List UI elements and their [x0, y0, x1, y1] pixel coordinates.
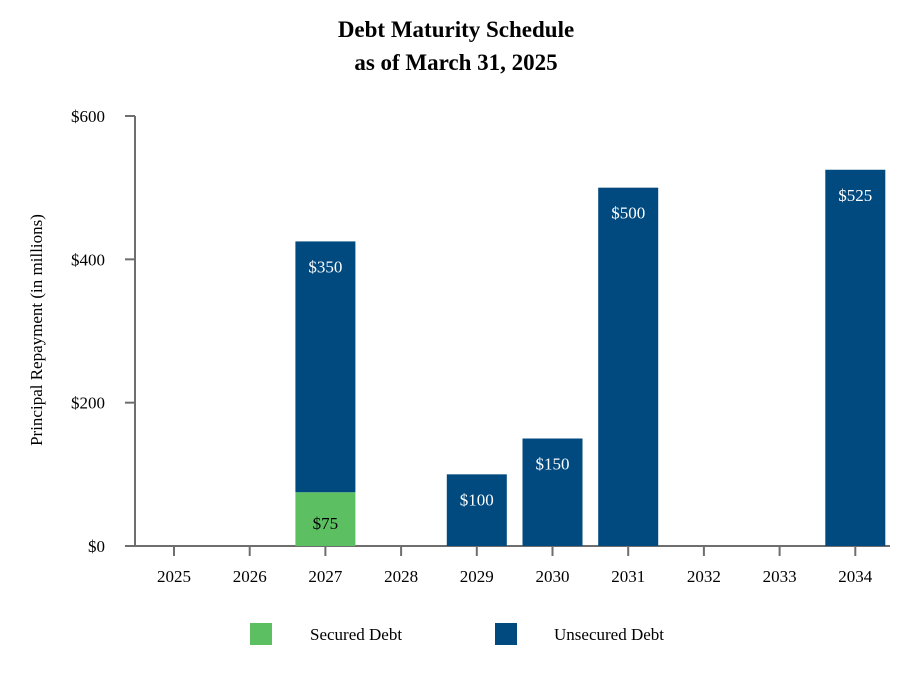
legend-label: Unsecured Debt [554, 625, 664, 644]
x-tick-label: 2031 [611, 567, 645, 586]
x-tick-label: 2033 [763, 567, 797, 586]
data-label: $75 [313, 514, 339, 533]
data-label: $150 [536, 455, 570, 474]
bar-unsecured-debt [295, 241, 356, 493]
x-tick-label: 2034 [838, 567, 873, 586]
data-label: $350 [308, 257, 342, 276]
legend-label: Secured Debt [310, 625, 402, 644]
bar-unsecured-debt [522, 438, 583, 546]
chart-subtitle: as of March 31, 2025 [354, 50, 557, 75]
bar-unsecured-debt [598, 187, 659, 546]
y-axis-label: Principal Repayment (in millions) [27, 214, 46, 446]
x-tick-label: 2027 [308, 567, 343, 586]
x-tick-label: 2032 [687, 567, 721, 586]
x-tick-label: 2029 [460, 567, 494, 586]
data-label: $525 [838, 186, 872, 205]
x-tick-label: 2030 [536, 567, 570, 586]
plot-area: $0 $200 $400 $600 2025 2026 2027 2028 2029 2030 20… [71, 107, 890, 586]
legend: Secured Debt Unsecured Debt [250, 623, 664, 645]
bar-secured-debt [295, 492, 356, 546]
y-tick-label: $0 [88, 537, 105, 556]
data-label: $100 [460, 490, 494, 509]
bar-unsecured-debt [446, 474, 507, 546]
y-tick-label: $400 [71, 250, 105, 269]
data-label: $500 [611, 204, 645, 223]
legend-swatch [250, 623, 272, 645]
bar-unsecured-debt [825, 169, 886, 546]
y-tick-label: $600 [71, 107, 105, 126]
y-tick-label: $200 [71, 394, 105, 413]
legend-swatch [495, 623, 517, 645]
x-tick-label: 2025 [157, 567, 191, 586]
x-tick-label: 2026 [233, 567, 267, 586]
x-tick-label: 2028 [384, 567, 418, 586]
chart-title: Debt Maturity Schedule [338, 17, 574, 42]
